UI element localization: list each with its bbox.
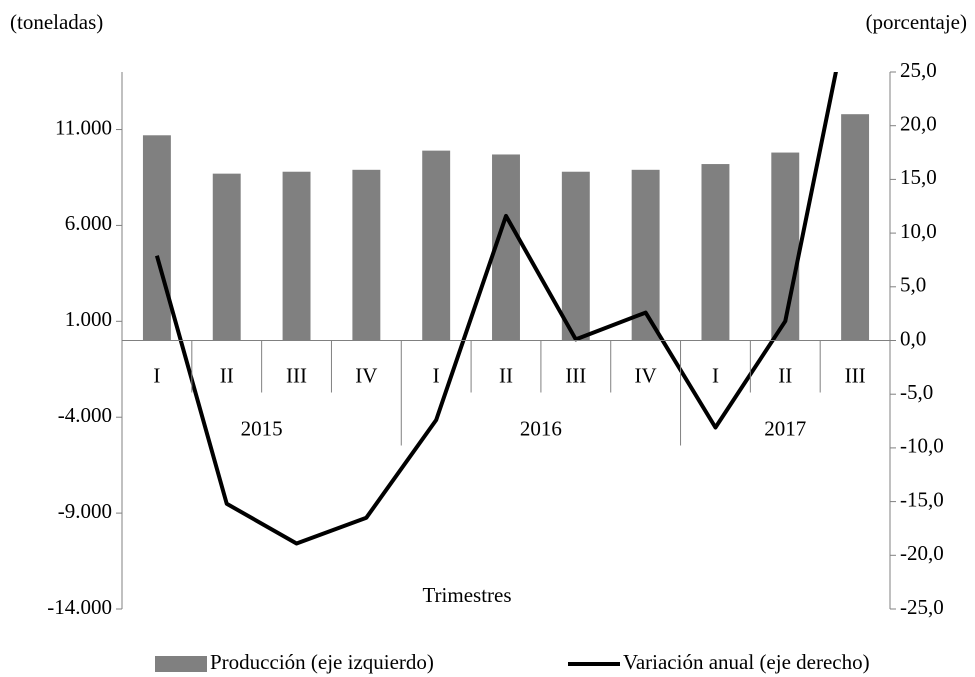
- x-tick-label: I: [433, 363, 440, 387]
- y-tick-label: 1.000: [65, 307, 112, 331]
- x-tick-label: II: [778, 363, 792, 387]
- y2-tick-label: 20,0: [900, 112, 937, 136]
- x-tick-label: II: [220, 363, 234, 387]
- x-tick-label: IV: [355, 363, 377, 387]
- x-axis-label: Trimestres: [422, 583, 511, 607]
- y-tick-label: -9.000: [58, 499, 112, 523]
- line: [154, 72, 838, 546]
- bar: [352, 169, 381, 341]
- y2-tick-label: -20,0: [900, 541, 944, 565]
- y2-tick-label: 15,0: [900, 165, 937, 189]
- y2-tick-label: 5,0: [900, 273, 926, 297]
- x-tick-label: III: [565, 363, 586, 387]
- legend-label: Producción (eje izquierdo): [210, 650, 434, 674]
- plot-area: [142, 72, 870, 546]
- x-tick-label: IV: [635, 363, 657, 387]
- y-tick-label: -14.000: [47, 595, 112, 619]
- y-tick-label: 11.000: [55, 115, 112, 139]
- y2-tick-label: -5,0: [900, 380, 933, 404]
- y2-tick-label: 25,0: [900, 58, 937, 82]
- bar: [841, 114, 870, 341]
- y-tick-label: -4.000: [58, 403, 112, 427]
- y-axis-label: (toneladas): [10, 10, 103, 34]
- x-tick-label: III: [845, 363, 866, 387]
- y2-tick-label: -15,0: [900, 487, 944, 511]
- bar: [142, 135, 171, 341]
- y-tick-label: 6.000: [65, 211, 112, 235]
- bar: [771, 152, 800, 341]
- legend-swatch: [155, 656, 207, 672]
- x-tick-label: I: [153, 363, 160, 387]
- y2-tick-label: -10,0: [900, 434, 944, 458]
- x-tick-label: II: [499, 363, 513, 387]
- x-group-label: 2015: [241, 416, 283, 440]
- bar: [561, 171, 590, 341]
- bar: [422, 150, 451, 341]
- y2-tick-label: 10,0: [900, 219, 937, 243]
- y2-tick-label: -25,0: [900, 595, 944, 619]
- x-tick-label: I: [712, 363, 719, 387]
- legend-label: Variación anual (eje derecho): [623, 650, 870, 674]
- x-tick-label: III: [286, 363, 307, 387]
- x-group-label: 2016: [520, 416, 562, 440]
- bar: [282, 171, 311, 341]
- y2-tick-label: 0,0: [900, 326, 926, 350]
- x-group-label: 2017: [764, 416, 806, 440]
- bar: [212, 173, 241, 341]
- bar: [701, 164, 730, 341]
- y2-axis-label: (porcentaje): [866, 10, 967, 34]
